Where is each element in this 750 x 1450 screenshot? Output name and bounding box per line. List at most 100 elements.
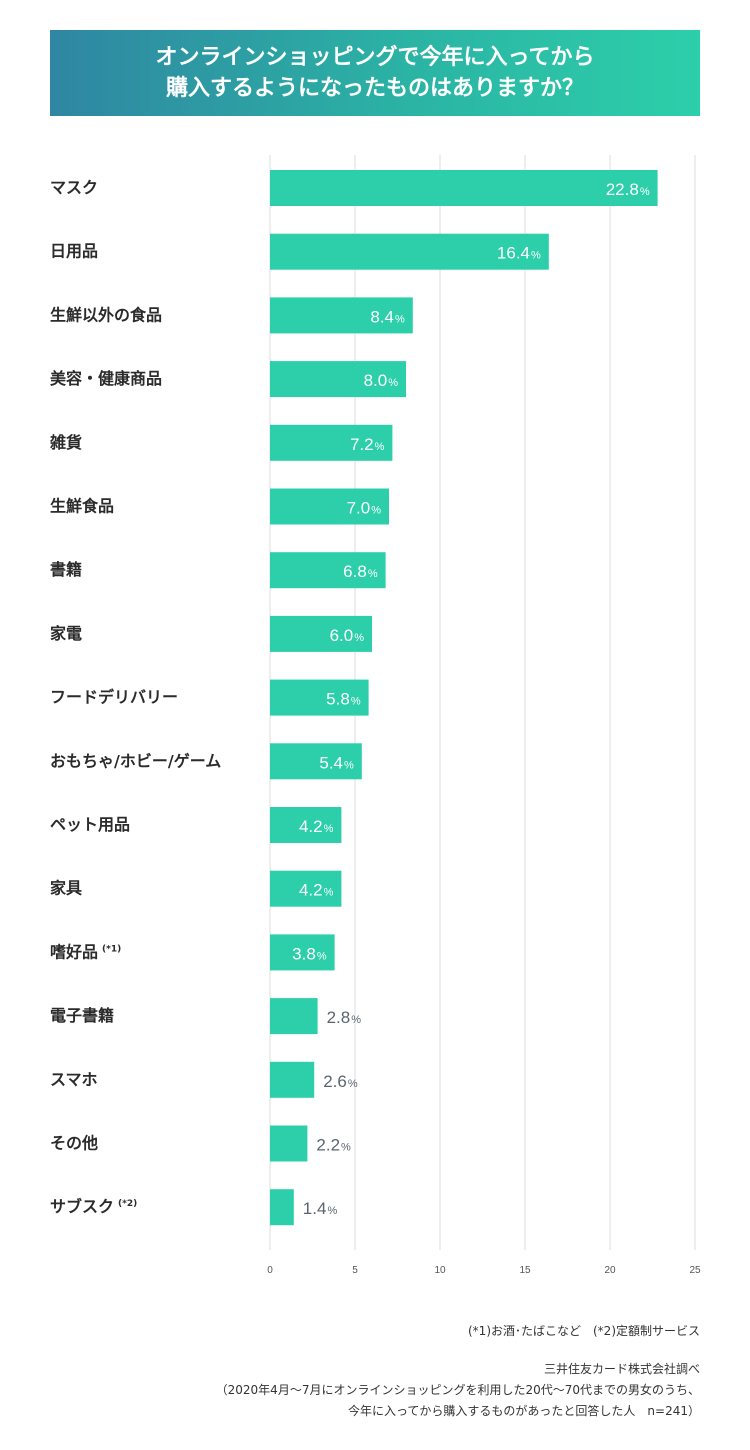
category-label: 生鮮以外の食品 (50, 305, 162, 324)
category-label-text: 美容・健康商品 (50, 369, 162, 388)
category-label-text: 書籍 (50, 560, 82, 579)
category-label-text: その他 (50, 1134, 98, 1153)
bar (270, 297, 413, 334)
value-number: 2.6 (323, 1072, 347, 1091)
value-label: 4.2% (299, 881, 334, 900)
category-label-text: 生鮮以外の食品 (50, 305, 162, 324)
value-label: 8.0% (364, 371, 399, 390)
value-label: 8.4% (370, 307, 405, 326)
category-label: その他 (50, 1134, 98, 1153)
category-label-text: スマホ (50, 1070, 98, 1089)
category-label-text: 電子書籍 (50, 1006, 114, 1025)
value-number: 7.0 (347, 499, 371, 518)
value-unit: % (344, 759, 354, 771)
value-label: 22.8% (606, 180, 650, 199)
value-unit: % (348, 1078, 358, 1090)
bar (270, 170, 658, 206)
value-label: 16.4% (497, 244, 541, 263)
category-label: マスク (50, 178, 98, 197)
x-tick-label: 10 (434, 1265, 446, 1276)
category-label: 日用品 (50, 242, 98, 261)
value-unit: % (341, 1142, 351, 1154)
bar (270, 1189, 294, 1226)
bar (270, 679, 369, 716)
category-label: フードデリバリー (50, 688, 178, 707)
value-number: 16.4 (497, 244, 530, 263)
value-label: 5.4% (319, 753, 354, 772)
category-label: 嗜好品 (*1) (50, 942, 121, 961)
category-label-text: 雑貨 (49, 433, 82, 452)
footnote-source: 三井住友カード株式会社調べ (543, 1362, 700, 1376)
x-tick-label: 20 (604, 1265, 616, 1276)
value-number: 1.4 (303, 1199, 327, 1218)
category-label-text: フードデリバリー (50, 688, 178, 707)
value-unit: % (354, 632, 364, 644)
value-label: 6.0% (330, 626, 365, 645)
category-label: 生鮮食品 (50, 497, 114, 516)
value-number: 7.2 (350, 435, 374, 454)
value-number: 22.8 (606, 180, 639, 199)
value-unit: % (351, 696, 361, 708)
value-number: 4.2 (299, 881, 323, 900)
value-unit: % (327, 1205, 337, 1217)
category-label-text: おもちゃ/ホビー/ゲーム (50, 751, 221, 770)
bar (270, 615, 372, 652)
bar (270, 488, 389, 525)
category-label: おもちゃ/ホビー/ゲーム (50, 751, 221, 770)
value-number: 6.0 (330, 626, 354, 645)
value-label: 2.8% (327, 1008, 362, 1027)
category-label-text: サブスク (50, 1197, 114, 1216)
bar (270, 1125, 308, 1162)
x-tick-label: 0 (267, 1265, 273, 1276)
bar (270, 552, 386, 589)
value-number: 6.8 (343, 562, 367, 581)
bar (270, 870, 342, 907)
category-label: 雑貨 (49, 433, 82, 452)
value-unit: % (531, 250, 541, 262)
category-label: スマホ (50, 1070, 98, 1089)
bar (270, 233, 549, 270)
value-label: 3.8% (292, 944, 327, 963)
value-label: 2.2% (316, 1136, 351, 1155)
value-unit: % (395, 313, 405, 325)
bar (270, 424, 393, 461)
x-tick-label: 5 (352, 1265, 358, 1276)
category-label: 家電 (50, 624, 82, 643)
category-label: 美容・健康商品 (50, 369, 162, 388)
value-number: 3.8 (292, 944, 316, 963)
value-unit: % (388, 377, 398, 389)
value-label: 5.8% (326, 690, 361, 709)
category-label-text: 日用品 (50, 242, 98, 261)
value-unit: % (317, 950, 327, 962)
value-label: 6.8% (343, 562, 378, 581)
category-note: (*1) (102, 944, 121, 954)
value-unit: % (371, 505, 381, 517)
category-label-text: 生鮮食品 (50, 497, 114, 516)
value-label: 7.0% (347, 499, 382, 518)
footnote-survey-line-2: 今年に入ってから購入するものがあったと回答した人 n=241） (348, 1404, 700, 1418)
value-number: 2.8 (327, 1008, 351, 1027)
category-note: (*2) (118, 1199, 137, 1209)
footnote-survey-line-1: （2020年4月～7月にオンラインショッピングを利用した20代～70代までの男女… (215, 1383, 700, 1397)
bar-chart: 0 5 10 15 20 25 マスク 22.8% 日用品 16.4% 生鮮以外の食品 8.4% 美容・… (49, 155, 701, 1276)
category-label: 家具 (50, 879, 82, 898)
category-label: ペット用品 (50, 815, 130, 834)
category-label: 書籍 (50, 560, 82, 579)
category-label: サブスク (*2) (50, 1197, 137, 1216)
value-number: 4.2 (299, 817, 323, 836)
value-number: 5.8 (326, 690, 350, 709)
value-label: 2.6% (323, 1072, 358, 1091)
bar (270, 743, 362, 780)
bar (270, 807, 342, 843)
value-number: 8.4 (370, 307, 394, 326)
value-unit: % (368, 568, 378, 580)
bar (270, 1061, 315, 1098)
title-line-1: オンラインショッピングで今年に入ってから (155, 45, 595, 70)
value-label: 1.4% (303, 1199, 338, 1218)
category-label-text: 嗜好品 (50, 942, 98, 961)
value-unit: % (640, 186, 650, 198)
footnote-notes: (*1)お酒･たばこなど (*2)定額制サービス (468, 1324, 700, 1338)
category-label-text: 家電 (50, 624, 82, 643)
x-tick-label: 15 (519, 1265, 531, 1276)
title-banner: オンラインショッピングで今年に入ってから 購入するようになったものはありますか？ (50, 30, 700, 116)
